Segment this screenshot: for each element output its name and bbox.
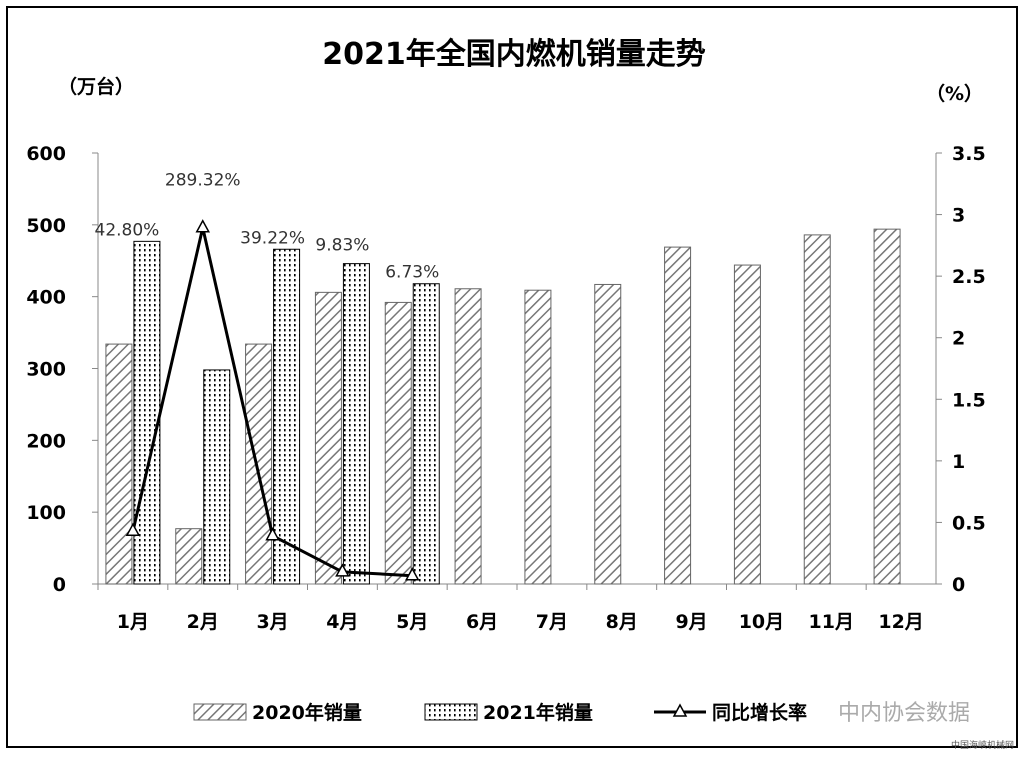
legend-label-growth: 同比增长率	[712, 701, 807, 724]
x-tick-label: 5月	[396, 611, 428, 633]
bars	[105, 228, 901, 585]
growth-data-label: 6.73%	[385, 263, 439, 283]
x-tick-label: 10月	[739, 611, 784, 633]
left-tick-label: 200	[26, 430, 66, 452]
bar-2020	[524, 289, 552, 585]
growth-marker	[125, 522, 141, 537]
legend-label-2020: 2020年销量	[252, 701, 362, 724]
chart-frame: 2021年全国内燃机销量走势 （万台） （%） 0 100 200 300 400 500…	[6, 6, 1018, 750]
left-tick-label: 300	[26, 359, 66, 381]
legend: 2020年销量 2021年销量 同比增长率	[193, 701, 807, 724]
bar-2021	[412, 283, 440, 585]
bar-2020	[664, 246, 692, 585]
legend-triangle-marker	[672, 703, 688, 717]
watermark: 中内协会数据	[838, 701, 970, 726]
x-tick-label: 9月	[675, 611, 707, 633]
growth-data-label: 9.83%	[315, 236, 369, 256]
footer-source: 中国海峡机械网	[951, 739, 1014, 750]
left-tick-label: 400	[26, 287, 66, 309]
left-axis-unit: （万台）	[58, 75, 134, 98]
bar-2020	[733, 264, 761, 585]
right-tick-label: 3	[952, 205, 965, 227]
bar-2020	[873, 228, 901, 585]
growth-marker	[335, 563, 350, 577]
x-tick-label: 7月	[536, 611, 568, 633]
right-axis-unit: （%）	[926, 82, 983, 105]
x-tick-label: 4月	[326, 611, 358, 633]
chart: 2021年全国内燃机销量走势 （万台） （%） 0 100 200 300 400 500…	[26, 37, 1014, 750]
bar-2020	[245, 343, 273, 585]
bar-2021	[203, 369, 231, 585]
growth-line	[125, 219, 420, 581]
left-tick-label: 100	[26, 502, 66, 524]
x-tick-label: 6月	[466, 611, 498, 633]
right-tick-label: 2.5	[952, 266, 986, 288]
bar-2020	[105, 343, 133, 585]
bar-2020	[314, 291, 342, 585]
x-tick-label: 3月	[256, 611, 288, 633]
x-tick-label: 1月	[117, 611, 149, 633]
legend-swatch-2020	[193, 703, 247, 721]
left-tick-label: 500	[26, 215, 66, 237]
x-tick-label: 8月	[606, 611, 638, 633]
bar-2020	[454, 288, 482, 585]
right-tick-label: 0	[952, 574, 965, 596]
right-tick-label: 1.5	[952, 389, 986, 411]
right-tick-label: 0.5	[952, 512, 986, 534]
legend-swatch-2021	[424, 703, 478, 721]
axes: 0 100 200 300 400 500 600 0 0.5 1 1.5 2 2.5 3 3.5 1月 2月 3…	[26, 143, 985, 633]
right-tick-label: 2	[952, 328, 965, 350]
growth-marker	[404, 567, 420, 581]
growth-marker	[195, 219, 211, 233]
x-tick-label: 12月	[878, 611, 923, 633]
bar-2020	[594, 283, 622, 585]
bar-2020	[175, 528, 203, 585]
bar-2020	[384, 301, 412, 585]
growth-data-label: 42.80%	[95, 220, 160, 240]
data-labels: 42.80% 289.32% 39.22% 9.83% 6.73%	[95, 171, 440, 283]
bar-2021	[342, 263, 370, 585]
bar-2021	[273, 248, 301, 585]
right-tick-label: 3.5	[952, 143, 986, 165]
growth-data-label: 39.22%	[240, 228, 305, 248]
growth-marker	[265, 527, 280, 541]
legend-label-2021: 2021年销量	[483, 701, 593, 724]
growth-data-label: 289.32%	[165, 171, 241, 191]
right-tick-label: 1	[952, 451, 965, 473]
growth-line-path	[131, 227, 413, 578]
bar-2020	[803, 234, 831, 585]
left-tick-label: 0	[53, 574, 66, 596]
chart-title: 2021年全国内燃机销量走势	[322, 37, 706, 72]
x-tick-label: 2月	[187, 611, 219, 633]
left-tick-label: 600	[26, 143, 66, 165]
x-tick-label: 11月	[809, 611, 854, 633]
